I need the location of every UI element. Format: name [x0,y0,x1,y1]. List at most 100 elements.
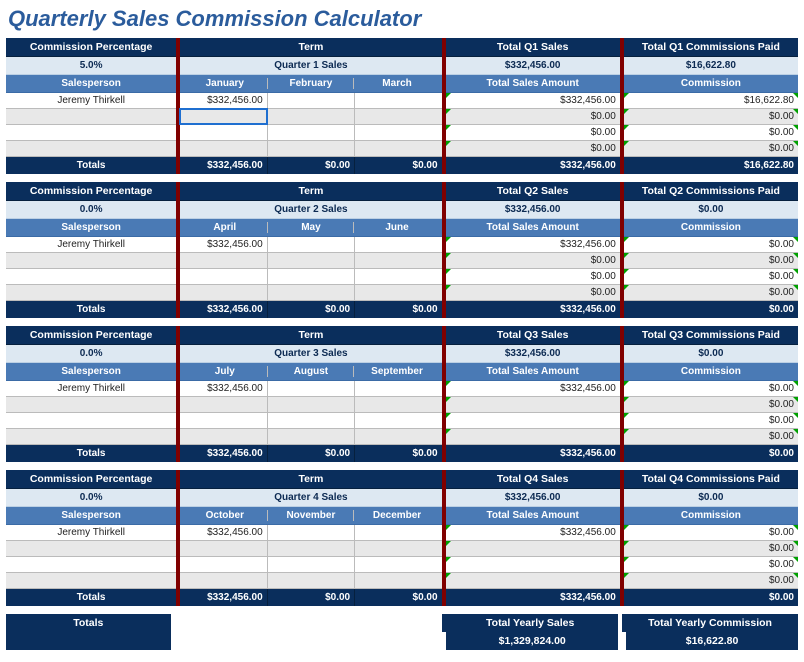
month-cell[interactable] [354,253,441,268]
sales-amount-cell[interactable]: $332,456.00 [446,381,620,396]
salesperson-cell[interactable] [6,397,176,412]
month-cell[interactable] [354,93,441,108]
commission-cell[interactable]: $0.00 [624,253,798,268]
month-cell[interactable] [354,541,441,556]
commission-cell[interactable]: $0.00 [624,237,798,252]
month-cell[interactable]: $332,456.00 [180,525,266,540]
month-cell[interactable] [354,525,441,540]
month-cell[interactable]: $332,456.00 [180,381,266,396]
month-cell[interactable] [354,237,441,252]
commission-cell[interactable]: $0.00 [624,541,798,556]
salesperson-cell[interactable] [6,541,176,556]
salesperson-cell[interactable] [6,573,176,588]
month-cell[interactable] [267,429,354,444]
commission-cell[interactable]: $0.00 [624,381,798,396]
commission-cell[interactable]: $0.00 [624,285,798,300]
sales-amount-cell[interactable]: $0.00 [446,109,620,124]
month-cell[interactable] [180,557,266,572]
commission-cell[interactable]: $0.00 [624,109,798,124]
month-cell[interactable] [354,557,441,572]
month-cell[interactable] [180,285,266,300]
month-cell[interactable] [180,397,266,412]
salesperson-cell[interactable]: Jeremy Thirkell [6,237,176,252]
salesperson-cell[interactable] [6,125,176,140]
month-cell[interactable] [180,573,266,588]
month-cell[interactable] [267,109,354,124]
commission-cell[interactable]: $0.00 [624,269,798,284]
commission-cell[interactable]: $16,622.80 [624,93,798,108]
sales-amount-cell[interactable]: $0.00 [446,253,620,268]
month-cell[interactable] [267,269,354,284]
month-cell[interactable] [267,557,354,572]
month-cell[interactable] [354,413,441,428]
term-header: Term [180,38,441,57]
salesperson-cell[interactable] [6,269,176,284]
commission-cell[interactable]: $0.00 [624,413,798,428]
month-cell[interactable]: $332,456.00 [180,93,266,108]
month-cell[interactable] [180,141,266,156]
month-cell[interactable] [354,285,441,300]
sales-amount-cell[interactable] [446,573,620,588]
month-cell[interactable] [267,573,354,588]
sales-amount-cell[interactable] [446,397,620,412]
salesperson-cell[interactable] [6,253,176,268]
month-cell[interactable] [180,253,266,268]
sales-amount-cell[interactable] [446,557,620,572]
salesperson-cell[interactable]: Jeremy Thirkell [6,525,176,540]
month-cell[interactable] [180,429,266,444]
month-cell[interactable] [180,413,266,428]
month-cell[interactable] [354,397,441,412]
month-cell[interactable] [354,429,441,444]
month-cell[interactable] [267,253,354,268]
month-cell[interactable] [267,397,354,412]
month-cell[interactable] [354,269,441,284]
salesperson-cell[interactable] [6,109,176,124]
salesperson-cell[interactable]: Jeremy Thirkell [6,93,176,108]
month-cell[interactable] [354,381,441,396]
sales-amount-cell[interactable] [446,413,620,428]
sales-amount-cell[interactable]: $0.00 [446,125,620,140]
salesperson-cell[interactable] [6,413,176,428]
commission-cell[interactable]: $0.00 [624,125,798,140]
month-cell[interactable] [267,285,354,300]
month-cell[interactable] [354,141,441,156]
sales-amount-cell[interactable] [446,429,620,444]
sales-amount-cell[interactable]: $0.00 [446,269,620,284]
salesperson-cell[interactable]: Jeremy Thirkell [6,381,176,396]
commission-cell[interactable]: $0.00 [624,397,798,412]
month-cell[interactable] [267,525,354,540]
month-cell[interactable]: $332,456.00 [180,237,266,252]
month-cell[interactable] [354,109,441,124]
month-cell[interactable] [267,541,354,556]
salesperson-cell[interactable] [6,285,176,300]
month-cell[interactable] [267,381,354,396]
commission-cell[interactable]: $0.00 [624,573,798,588]
totals-label: Totals [6,445,176,462]
sales-amount-cell[interactable]: $332,456.00 [446,93,620,108]
total-sales-amount-header: Total Sales Amount [446,75,620,93]
sales-amount-cell[interactable]: $332,456.00 [446,525,620,540]
month-cell[interactable] [354,125,441,140]
month-cell[interactable] [267,413,354,428]
sales-amount-cell[interactable] [446,541,620,556]
sales-amount-cell[interactable]: $332,456.00 [446,237,620,252]
commission-cell[interactable]: $0.00 [624,429,798,444]
commission-cell[interactable]: $0.00 [624,525,798,540]
month-cell[interactable] [180,269,266,284]
month-cell[interactable] [267,125,354,140]
sales-amount-cell[interactable]: $0.00 [446,141,620,156]
month-cell[interactable] [354,573,441,588]
salesperson-cell[interactable] [6,141,176,156]
commission-cell[interactable]: $0.00 [624,557,798,572]
salesperson-cell[interactable] [6,557,176,572]
month-cell[interactable] [180,125,266,140]
month-total: $0.00 [354,301,441,318]
commission-cell[interactable]: $0.00 [624,141,798,156]
month-cell[interactable] [267,141,354,156]
salesperson-cell[interactable] [6,429,176,444]
month-cell[interactable] [267,93,354,108]
month-cell[interactable] [180,541,266,556]
month-cell[interactable] [267,237,354,252]
sales-amount-cell[interactable]: $0.00 [446,285,620,300]
month-cell[interactable] [180,109,266,124]
